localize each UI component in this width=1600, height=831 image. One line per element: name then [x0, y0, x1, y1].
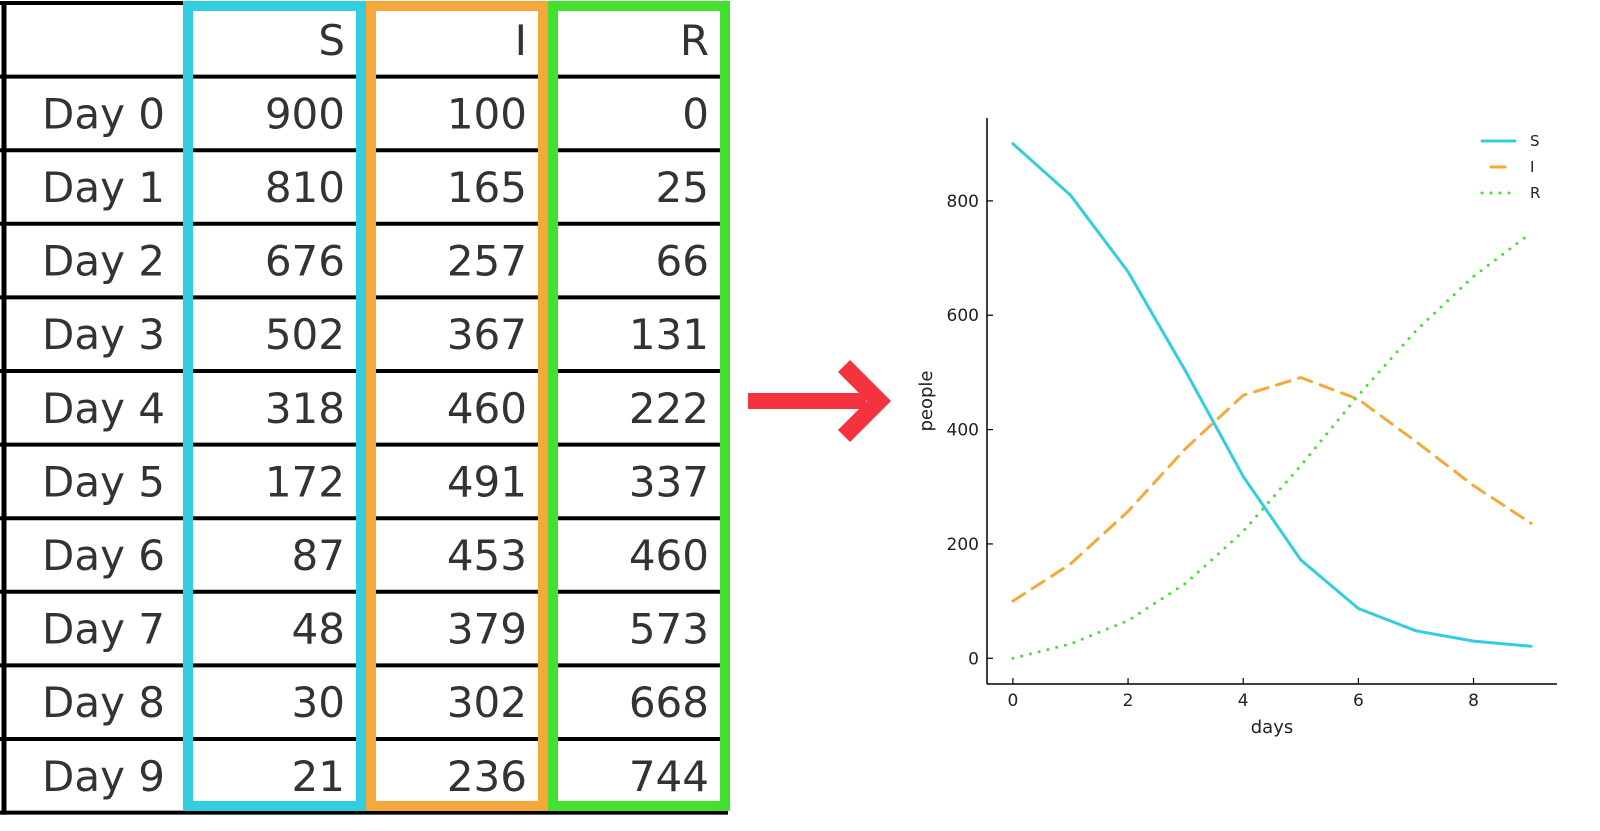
- x-tick-label: 2: [1123, 691, 1134, 711]
- row-label: Day 4: [42, 384, 165, 433]
- table-cell: 172: [265, 457, 345, 506]
- y-tick-label: 0: [968, 649, 979, 669]
- column-header-s: S: [318, 16, 345, 65]
- row-label: Day 1: [42, 163, 165, 212]
- table-cell: 900: [265, 89, 345, 138]
- series-line-s: [1011, 142, 1533, 648]
- table-cell: 491: [447, 457, 527, 506]
- table-cell: 222: [629, 384, 709, 433]
- right-arrow-icon: [748, 359, 892, 443]
- y-tick-label: 800: [947, 192, 979, 212]
- column-header-i: I: [515, 16, 527, 65]
- row-label: Day 6: [42, 531, 165, 580]
- table-cell: 25: [656, 163, 709, 212]
- table-cell: 48: [292, 605, 345, 654]
- table-cell: 810: [265, 163, 345, 212]
- y-axis-label: people: [916, 370, 937, 431]
- column-highlight-s: [183, 1, 366, 811]
- row-label: Day 7: [42, 605, 165, 654]
- row-label: Day 0: [42, 89, 165, 138]
- table-cell: 165: [447, 163, 527, 212]
- table-cell: 0: [682, 89, 709, 138]
- table-cell: 668: [629, 678, 709, 727]
- table-cell: 676: [265, 237, 345, 286]
- y-tick-label: 400: [947, 421, 979, 441]
- arrow-shaft: [748, 393, 866, 409]
- legend-label-s: S: [1530, 132, 1540, 150]
- x-axis-label: days: [1251, 717, 1294, 738]
- table-cell: 318: [265, 384, 345, 433]
- column-highlight-r: [548, 1, 730, 811]
- sir-data-table: S I R Day 0 900 100 0 Day 1 810 165 25 Day 2 676 257 6…: [0, 1, 730, 815]
- table-cell: 502: [265, 310, 345, 359]
- table-cell: 87: [292, 531, 345, 580]
- table-cell: 257: [447, 237, 527, 286]
- table-cell: 367: [447, 310, 527, 359]
- arrow-head: [837, 359, 892, 443]
- table-cell: 573: [629, 605, 709, 654]
- table-cell: 744: [629, 752, 709, 801]
- series-line-r: [1011, 231, 1533, 660]
- table-cell: 302: [447, 678, 527, 727]
- table-cell: 379: [447, 605, 527, 654]
- x-tick-label: 6: [1353, 691, 1364, 711]
- table-cell: 21: [292, 752, 345, 801]
- row-label: Day 5: [42, 457, 165, 506]
- table-cell: 460: [629, 531, 709, 580]
- legend-label-r: R: [1530, 184, 1540, 202]
- table-cell: 337: [629, 457, 709, 506]
- row-label: Day 8: [42, 678, 165, 727]
- series-line-i: [1011, 376, 1533, 603]
- table-cell: 100: [447, 89, 527, 138]
- table-cell: 453: [447, 531, 527, 580]
- row-label: Day 9: [42, 752, 165, 801]
- x-tick-label: 8: [1468, 691, 1479, 711]
- x-tick-label: 0: [1007, 691, 1018, 711]
- column-header-r: R: [680, 16, 709, 65]
- y-tick-label: 600: [947, 306, 979, 326]
- sir-line-chart: 0 2 4 6 8 0 200 400 600 800 days people SIR: [916, 118, 1557, 738]
- x-tick-label: 4: [1238, 691, 1249, 711]
- y-tick-label: 200: [947, 535, 979, 555]
- column-highlight-i: [366, 1, 548, 811]
- table-cell: 131: [629, 310, 709, 359]
- row-label: Day 3: [42, 310, 165, 359]
- table-cell: 460: [447, 384, 527, 433]
- row-label: Day 2: [42, 237, 165, 286]
- table-cell: 66: [656, 237, 709, 286]
- table-cell: 236: [447, 752, 527, 801]
- legend-label-i: I: [1530, 158, 1534, 176]
- table-cell: 30: [292, 678, 345, 727]
